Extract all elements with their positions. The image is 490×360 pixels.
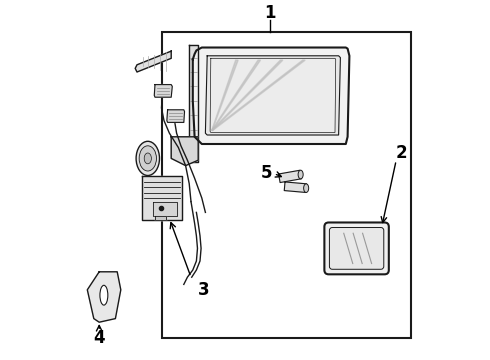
Polygon shape	[167, 110, 185, 122]
Polygon shape	[279, 170, 301, 183]
Polygon shape	[189, 45, 198, 162]
Polygon shape	[212, 60, 305, 131]
FancyBboxPatch shape	[329, 228, 384, 269]
Ellipse shape	[304, 184, 309, 193]
Polygon shape	[193, 48, 349, 144]
Text: 3: 3	[198, 281, 209, 299]
Polygon shape	[210, 58, 336, 132]
Polygon shape	[154, 85, 172, 97]
FancyBboxPatch shape	[324, 222, 389, 274]
Polygon shape	[143, 176, 182, 220]
Polygon shape	[171, 137, 198, 166]
Ellipse shape	[298, 170, 303, 179]
Polygon shape	[284, 182, 307, 193]
Ellipse shape	[144, 153, 151, 164]
Text: 4: 4	[94, 329, 105, 347]
Polygon shape	[135, 51, 171, 72]
Ellipse shape	[136, 141, 160, 175]
Polygon shape	[212, 60, 283, 131]
Text: 5: 5	[261, 164, 272, 182]
Text: 1: 1	[265, 4, 276, 22]
Ellipse shape	[100, 285, 108, 305]
Polygon shape	[205, 56, 341, 135]
Polygon shape	[212, 60, 238, 131]
Polygon shape	[155, 216, 166, 220]
Ellipse shape	[139, 146, 156, 171]
Polygon shape	[212, 60, 261, 131]
Polygon shape	[153, 202, 176, 216]
Bar	[162, 32, 411, 338]
Polygon shape	[87, 272, 121, 322]
Text: 2: 2	[396, 144, 407, 162]
